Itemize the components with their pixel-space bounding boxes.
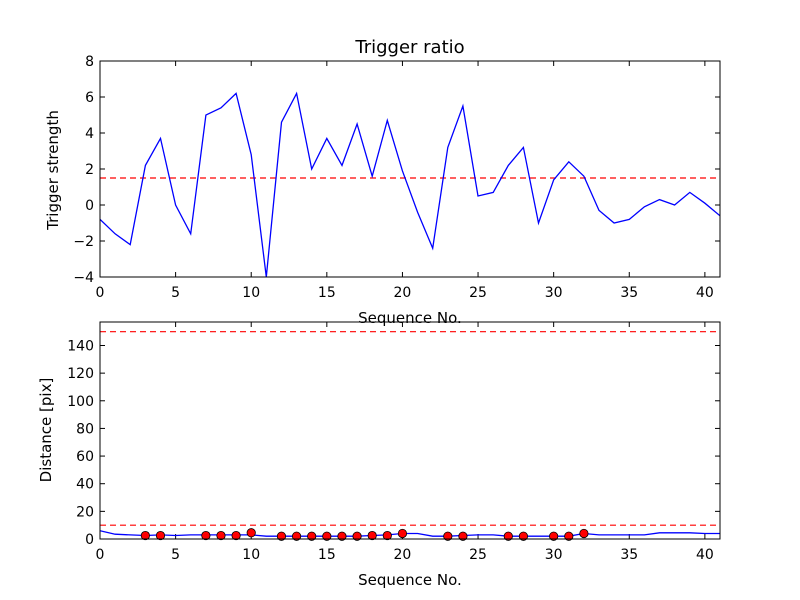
plot-frame	[99, 60, 721, 278]
series-line	[100, 91, 720, 277]
x-tick-label: 30	[545, 285, 563, 301]
data-point-marker	[322, 531, 332, 541]
plot-frame	[99, 321, 721, 540]
x-tick-label: 20	[394, 285, 412, 301]
data-point-marker	[579, 528, 589, 539]
data-point-marker	[518, 531, 529, 541]
x-tick-label: 30	[545, 547, 563, 563]
data-point-marker	[458, 531, 468, 541]
y-tick-label: −2	[73, 234, 94, 250]
y-tick-label: 4	[85, 126, 94, 142]
x-tick-label: 5	[171, 547, 180, 563]
x-tick-label: 40	[696, 285, 714, 301]
chart-title: Trigger ratio	[354, 37, 464, 58]
data-point-marker	[140, 530, 150, 541]
y-tick-label: 0	[85, 532, 94, 548]
data-point-marker	[155, 530, 166, 541]
y-tick-label: 20	[76, 504, 94, 520]
x-tick-label: 20	[394, 547, 412, 563]
x-tick-label: 25	[469, 285, 487, 301]
x-tick-label: 0	[96, 547, 105, 563]
y-tick-label: 0	[85, 198, 94, 214]
distance-plot: Distance [pix] Sequence No. 0 5 10 15 20 25 30…	[37, 321, 721, 589]
data-point-marker	[291, 531, 302, 541]
trigger-ratio-plot: Trigger ratio Trigger strength Sequence …	[44, 37, 721, 327]
tick-group: 0 5 10 15 20 25 30 35 40 0 20 40 60 80 100 120 140	[67, 322, 720, 563]
y-tick-label: 100	[67, 394, 94, 410]
x-axis-label: Sequence No.	[358, 309, 462, 327]
tick-group: 0 5 10 15 20 25 30 35 40 −4 −2 0 2 4 6 8	[73, 54, 720, 301]
y-tick-label: −4	[73, 270, 94, 286]
x-tick-label: 10	[242, 285, 260, 301]
series-group	[100, 331, 720, 541]
data-point-marker	[337, 531, 347, 541]
data-point-marker	[276, 531, 287, 541]
data-point-marker	[382, 530, 392, 541]
data-point-marker	[352, 531, 362, 541]
x-tick-label: 25	[469, 547, 487, 563]
x-tick-label: 5	[171, 285, 180, 301]
y-tick-label: 60	[76, 449, 94, 465]
y-tick-label: 2	[85, 162, 94, 178]
y-tick-label: 8	[85, 54, 94, 70]
y-axis-label: Trigger strength	[44, 110, 62, 231]
x-tick-label: 35	[620, 547, 638, 563]
x-tick-label: 15	[318, 547, 336, 563]
y-tick-label: 140	[67, 338, 94, 354]
y-axis-label: Distance [pix]	[37, 378, 55, 483]
x-axis-label: Sequence No.	[358, 571, 462, 589]
data-point-marker	[503, 531, 513, 541]
data-point-marker	[443, 531, 453, 541]
y-tick-label: 80	[76, 421, 94, 437]
data-point-marker	[216, 530, 226, 541]
x-tick-label: 15	[318, 285, 336, 301]
y-tick-label: 40	[76, 477, 94, 493]
data-point-marker	[246, 528, 256, 538]
series-group	[100, 91, 720, 277]
data-point-marker	[397, 528, 408, 539]
data-point-marker	[367, 530, 377, 541]
data-point-marker	[564, 531, 574, 541]
data-point-marker	[231, 530, 241, 541]
x-tick-label: 40	[696, 547, 714, 563]
x-tick-label: 0	[96, 285, 105, 301]
x-tick-label: 10	[242, 547, 260, 563]
data-point-marker	[201, 530, 211, 541]
data-point-marker	[549, 531, 559, 541]
y-tick-label: 6	[85, 90, 94, 106]
x-tick-label: 35	[620, 285, 638, 301]
data-point-marker	[307, 531, 317, 541]
y-tick-label: 120	[67, 366, 94, 382]
